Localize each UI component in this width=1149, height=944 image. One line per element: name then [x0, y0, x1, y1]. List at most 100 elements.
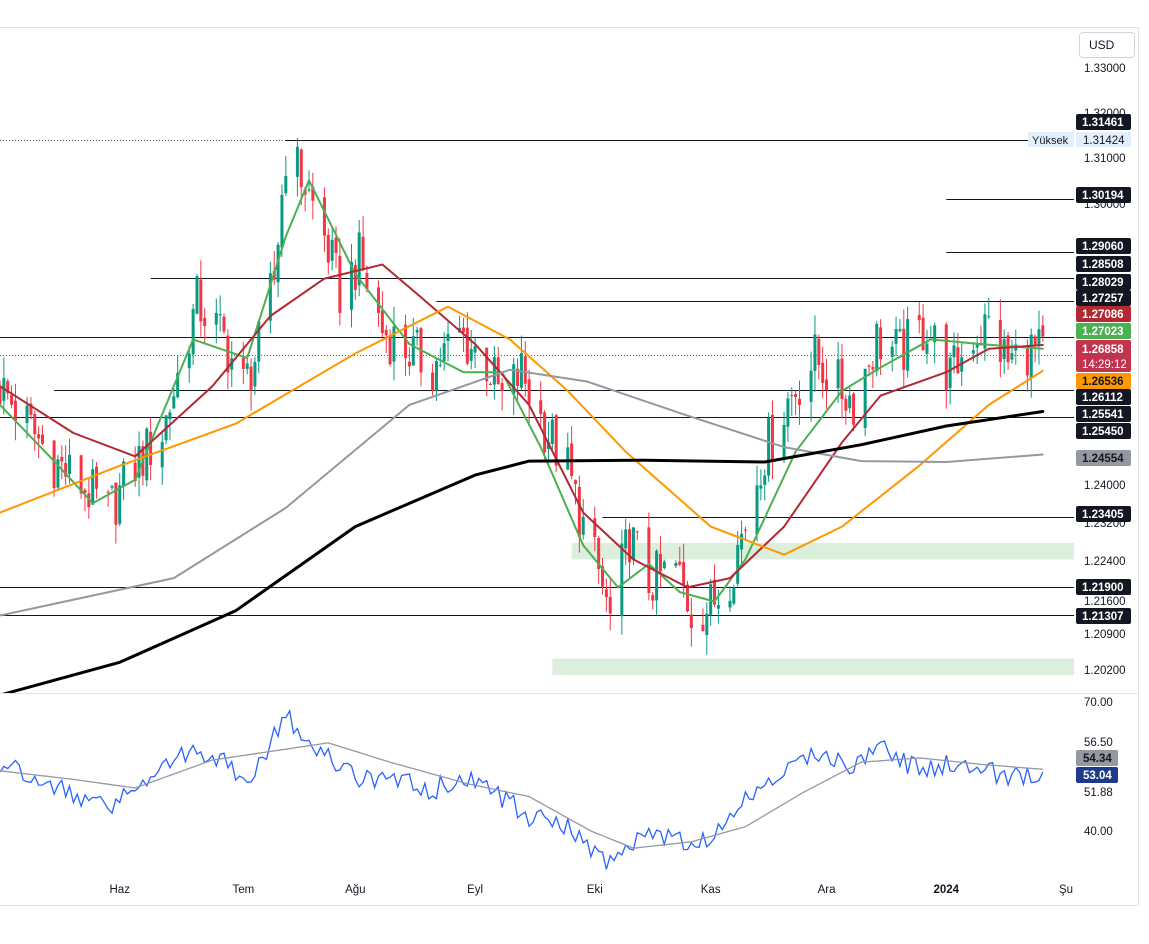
candle-body [442, 343, 446, 362]
candle-body [566, 447, 570, 470]
candle-body [83, 489, 87, 493]
candle-body [631, 527, 635, 560]
candle-body [944, 324, 948, 391]
ma-red-price-label: 1.27086 [1082, 309, 1124, 321]
candle-body [550, 419, 554, 445]
candle-body [790, 395, 794, 397]
candle-body [736, 545, 740, 584]
candle-body [187, 353, 191, 369]
level-price-label-bg [1076, 290, 1131, 306]
candle-body [975, 344, 979, 348]
candle-body [662, 561, 666, 569]
oscillator-axis-tick: 70.00 [1084, 697, 1113, 709]
ma-green-price-label-bg [1076, 323, 1131, 339]
candle-body [983, 314, 987, 349]
candle-body [110, 486, 114, 488]
candle-body [767, 417, 771, 476]
candle-body [921, 317, 925, 351]
candle-body [925, 343, 929, 354]
candle-body [349, 261, 353, 310]
level-price-label-bg [1076, 274, 1131, 290]
candle-body [655, 550, 659, 601]
candle-body [295, 146, 299, 177]
candle-body [825, 379, 829, 391]
candle-body [199, 279, 203, 322]
time-axis-label: Kas [701, 884, 721, 896]
ma-gray-line [0, 368, 1044, 617]
candle-body [1006, 335, 1010, 363]
level-price-label: 1.21900 [1082, 582, 1124, 594]
candle-body [168, 412, 172, 420]
level-price-label: 1.23405 [1082, 509, 1124, 521]
level-price-label: 1.25450 [1082, 426, 1124, 438]
candle-body [863, 368, 867, 428]
main-pane [0, 138, 1074, 693]
candle-body [311, 186, 315, 201]
candle-body [651, 595, 655, 601]
candle-body [1033, 336, 1037, 345]
candle-body [682, 562, 686, 585]
candle-body [95, 466, 99, 489]
candle-body [1041, 325, 1045, 337]
candle-body [465, 327, 469, 364]
candle-body [307, 189, 311, 191]
support-zone [571, 542, 1074, 560]
price-axis-tick: 1.31000 [1084, 153, 1126, 165]
candle-body [817, 338, 821, 365]
level-price-label: 1.27257 [1082, 293, 1124, 305]
candle-body [713, 579, 717, 605]
level-price-label-bg [1076, 406, 1131, 422]
candle-body [52, 440, 56, 489]
candle-body [133, 462, 137, 482]
candle-body [608, 596, 612, 614]
level-price-label-bg [1076, 506, 1131, 522]
candle-body [604, 589, 608, 598]
ma-gray-price-label: 1.24554 [1082, 453, 1124, 465]
candle-body [404, 324, 408, 359]
candle-body [365, 273, 369, 289]
time-axis-label: Ağu [345, 884, 365, 896]
candle-body [543, 412, 547, 453]
candle-body [222, 316, 226, 332]
candle-body [40, 434, 44, 444]
time-axis-label: Tem [232, 884, 254, 896]
candle-body [122, 461, 126, 487]
candle-body [461, 327, 465, 333]
candle-body [330, 239, 334, 261]
candle-body [743, 529, 747, 531]
time-axis-label: Ara [818, 884, 837, 896]
candle-body [794, 394, 798, 398]
candle-body [411, 336, 415, 366]
candle-body [539, 400, 543, 414]
time-axis-label: Eyl [467, 884, 483, 896]
level-price-label-bg [1076, 114, 1131, 130]
candle-body [492, 357, 496, 385]
price-axis-tick: 1.24000 [1084, 480, 1126, 492]
candle-body [25, 405, 29, 423]
candle-body [485, 347, 489, 382]
candle-body [226, 335, 230, 373]
candle-body [407, 361, 411, 367]
candle-body [875, 323, 879, 372]
candle-body [716, 605, 720, 609]
currency-button[interactable]: USD [1079, 32, 1135, 58]
bar-countdown: 14:29:12 [1082, 359, 1127, 371]
candle-body [844, 398, 848, 411]
candle-body [628, 529, 632, 563]
candle-body [191, 309, 195, 355]
candle-body [519, 353, 523, 388]
candle-body [678, 561, 682, 565]
candle-body [241, 357, 245, 369]
candle-body [848, 395, 852, 409]
candle-body [890, 346, 894, 357]
candle-body [770, 414, 774, 460]
oscillator-pane [0, 708, 1044, 870]
candle-body [798, 398, 801, 405]
level-price-label: 1.21307 [1082, 611, 1124, 623]
price-axis-tick: 1.20900 [1084, 629, 1126, 641]
candle-body [489, 383, 493, 385]
candle-body [971, 350, 975, 354]
candle-body [415, 329, 419, 333]
